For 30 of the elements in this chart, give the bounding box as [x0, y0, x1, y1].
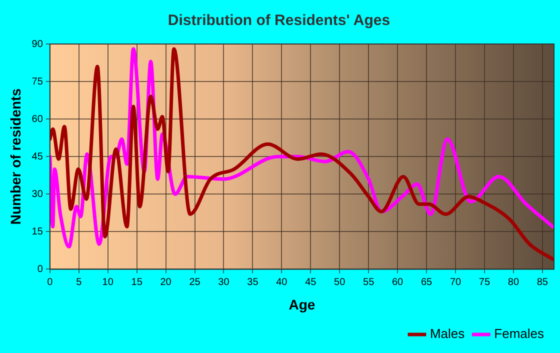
x-tick-label: 80 — [508, 276, 520, 288]
chart-title: Distribution of Residents' Ages — [168, 12, 390, 30]
x-tick-label: 75 — [478, 276, 490, 288]
x-tick-label: 0 — [47, 276, 54, 288]
y-tick-label: 0 — [37, 264, 44, 275]
x-tick-label: 25 — [189, 276, 201, 288]
x-tick-label: 40 — [276, 276, 288, 288]
y-tick-label: 90 — [32, 38, 44, 50]
x-tick-label: 65 — [420, 276, 433, 288]
y-tick-label: 15 — [32, 226, 44, 238]
x-tick-label: 10 — [102, 276, 114, 288]
x-tick-label: 60 — [392, 276, 404, 288]
legend-label: Males — [430, 326, 466, 342]
x-tick-label: 20 — [160, 276, 172, 288]
x-tick-label: 85 — [536, 276, 548, 288]
legend-label: Females — [494, 326, 544, 342]
y-axis-title: Number of residents — [7, 88, 24, 225]
y-tick-label: 30 — [32, 188, 44, 200]
x-axis-title: Age — [288, 296, 316, 312]
x-tick-label: 70 — [450, 276, 462, 288]
x-tick-label: 15 — [131, 276, 143, 288]
x-tick-label: 35 — [247, 276, 259, 288]
x-tick-label: 45 — [305, 276, 317, 288]
y-tick-label: 60 — [32, 114, 44, 125]
y-tick-label: 75 — [32, 76, 44, 88]
x-tick-label: 55 — [363, 276, 375, 288]
x-tick-label: 30 — [218, 276, 230, 288]
y-tick-label: 45 — [32, 151, 44, 162]
x-tick-label: 50 — [334, 276, 346, 288]
x-tick-label: 5 — [76, 276, 82, 288]
